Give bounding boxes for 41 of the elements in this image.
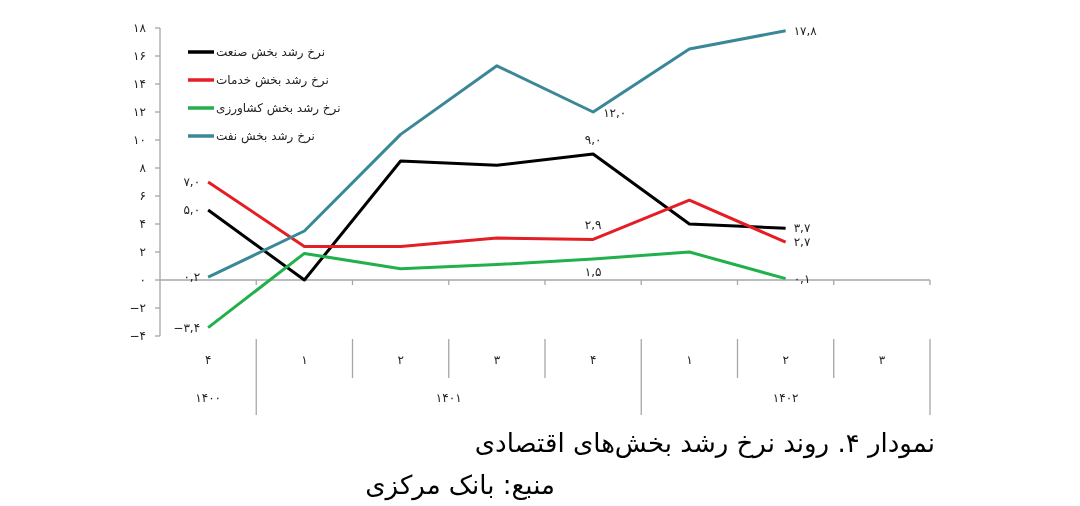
x-tick-label: ۱ — [686, 352, 693, 367]
y-tick-label: −۴ — [129, 329, 146, 343]
legend-label: نرخ رشد بخش نفت — [216, 129, 315, 143]
x-tick-label: ۲ — [397, 352, 404, 367]
y-tick-label: ۶ — [139, 189, 146, 203]
x-group-label: ۱۴۰۰ — [195, 390, 221, 405]
x-tick-label: ۴ — [589, 352, 597, 367]
data-label: ۰,۱ — [793, 271, 811, 286]
y-tick-label: ۱۲ — [133, 105, 146, 119]
x-tick-label: ۴ — [204, 352, 212, 367]
y-tick-label: ۱۰ — [133, 133, 146, 147]
data-label: ۹,۰ — [584, 133, 602, 147]
data-label: ۲,۷ — [793, 235, 811, 250]
legend-label: نرخ رشد بخش خدمات — [216, 73, 329, 87]
y-tick-label: ۲ — [139, 245, 146, 259]
data-label: ۳,۷ — [793, 221, 811, 236]
data-label: −۳,۴ — [173, 320, 201, 335]
data-label: ۱,۵ — [584, 265, 602, 279]
x-tick-label: ۲ — [782, 352, 789, 367]
x-tick-label: ۱ — [301, 352, 308, 367]
x-tick-label: ۳ — [493, 352, 501, 367]
annotation: منبع: بانک مرکزی — [365, 470, 555, 500]
y-tick-label: ۸ — [139, 161, 146, 175]
data-label: ۲,۹ — [584, 218, 602, 233]
y-tick-label: −۲ — [129, 301, 146, 315]
legend-label: نرخ رشد بخش صنعت — [216, 45, 326, 59]
y-tick-label: ۰ — [139, 273, 146, 287]
x-group-label: ۱۴۰۲ — [772, 390, 799, 405]
data-label: ۱۷,۸ — [793, 23, 817, 38]
data-label: ۵,۰ — [183, 203, 201, 217]
y-tick-label: ۱۸ — [133, 21, 146, 35]
y-tick-label: ۴ — [139, 217, 146, 231]
data-label: ۱۲,۰ — [603, 106, 627, 120]
data-label: ۷,۰ — [183, 175, 201, 189]
x-tick-label: ۳ — [878, 352, 886, 367]
y-tick-label: ۱۶ — [133, 49, 146, 63]
y-tick-label: ۱۴ — [133, 77, 146, 91]
data-label: ۰,۲ — [183, 270, 201, 285]
x-group-label: ۱۴۰۱ — [435, 390, 462, 405]
title: نمودار ۴. روند نرخ رشد بخش‌های اقتصادی — [474, 428, 935, 458]
legend-label: نرخ رشد بخش کشاورزی — [216, 101, 341, 115]
